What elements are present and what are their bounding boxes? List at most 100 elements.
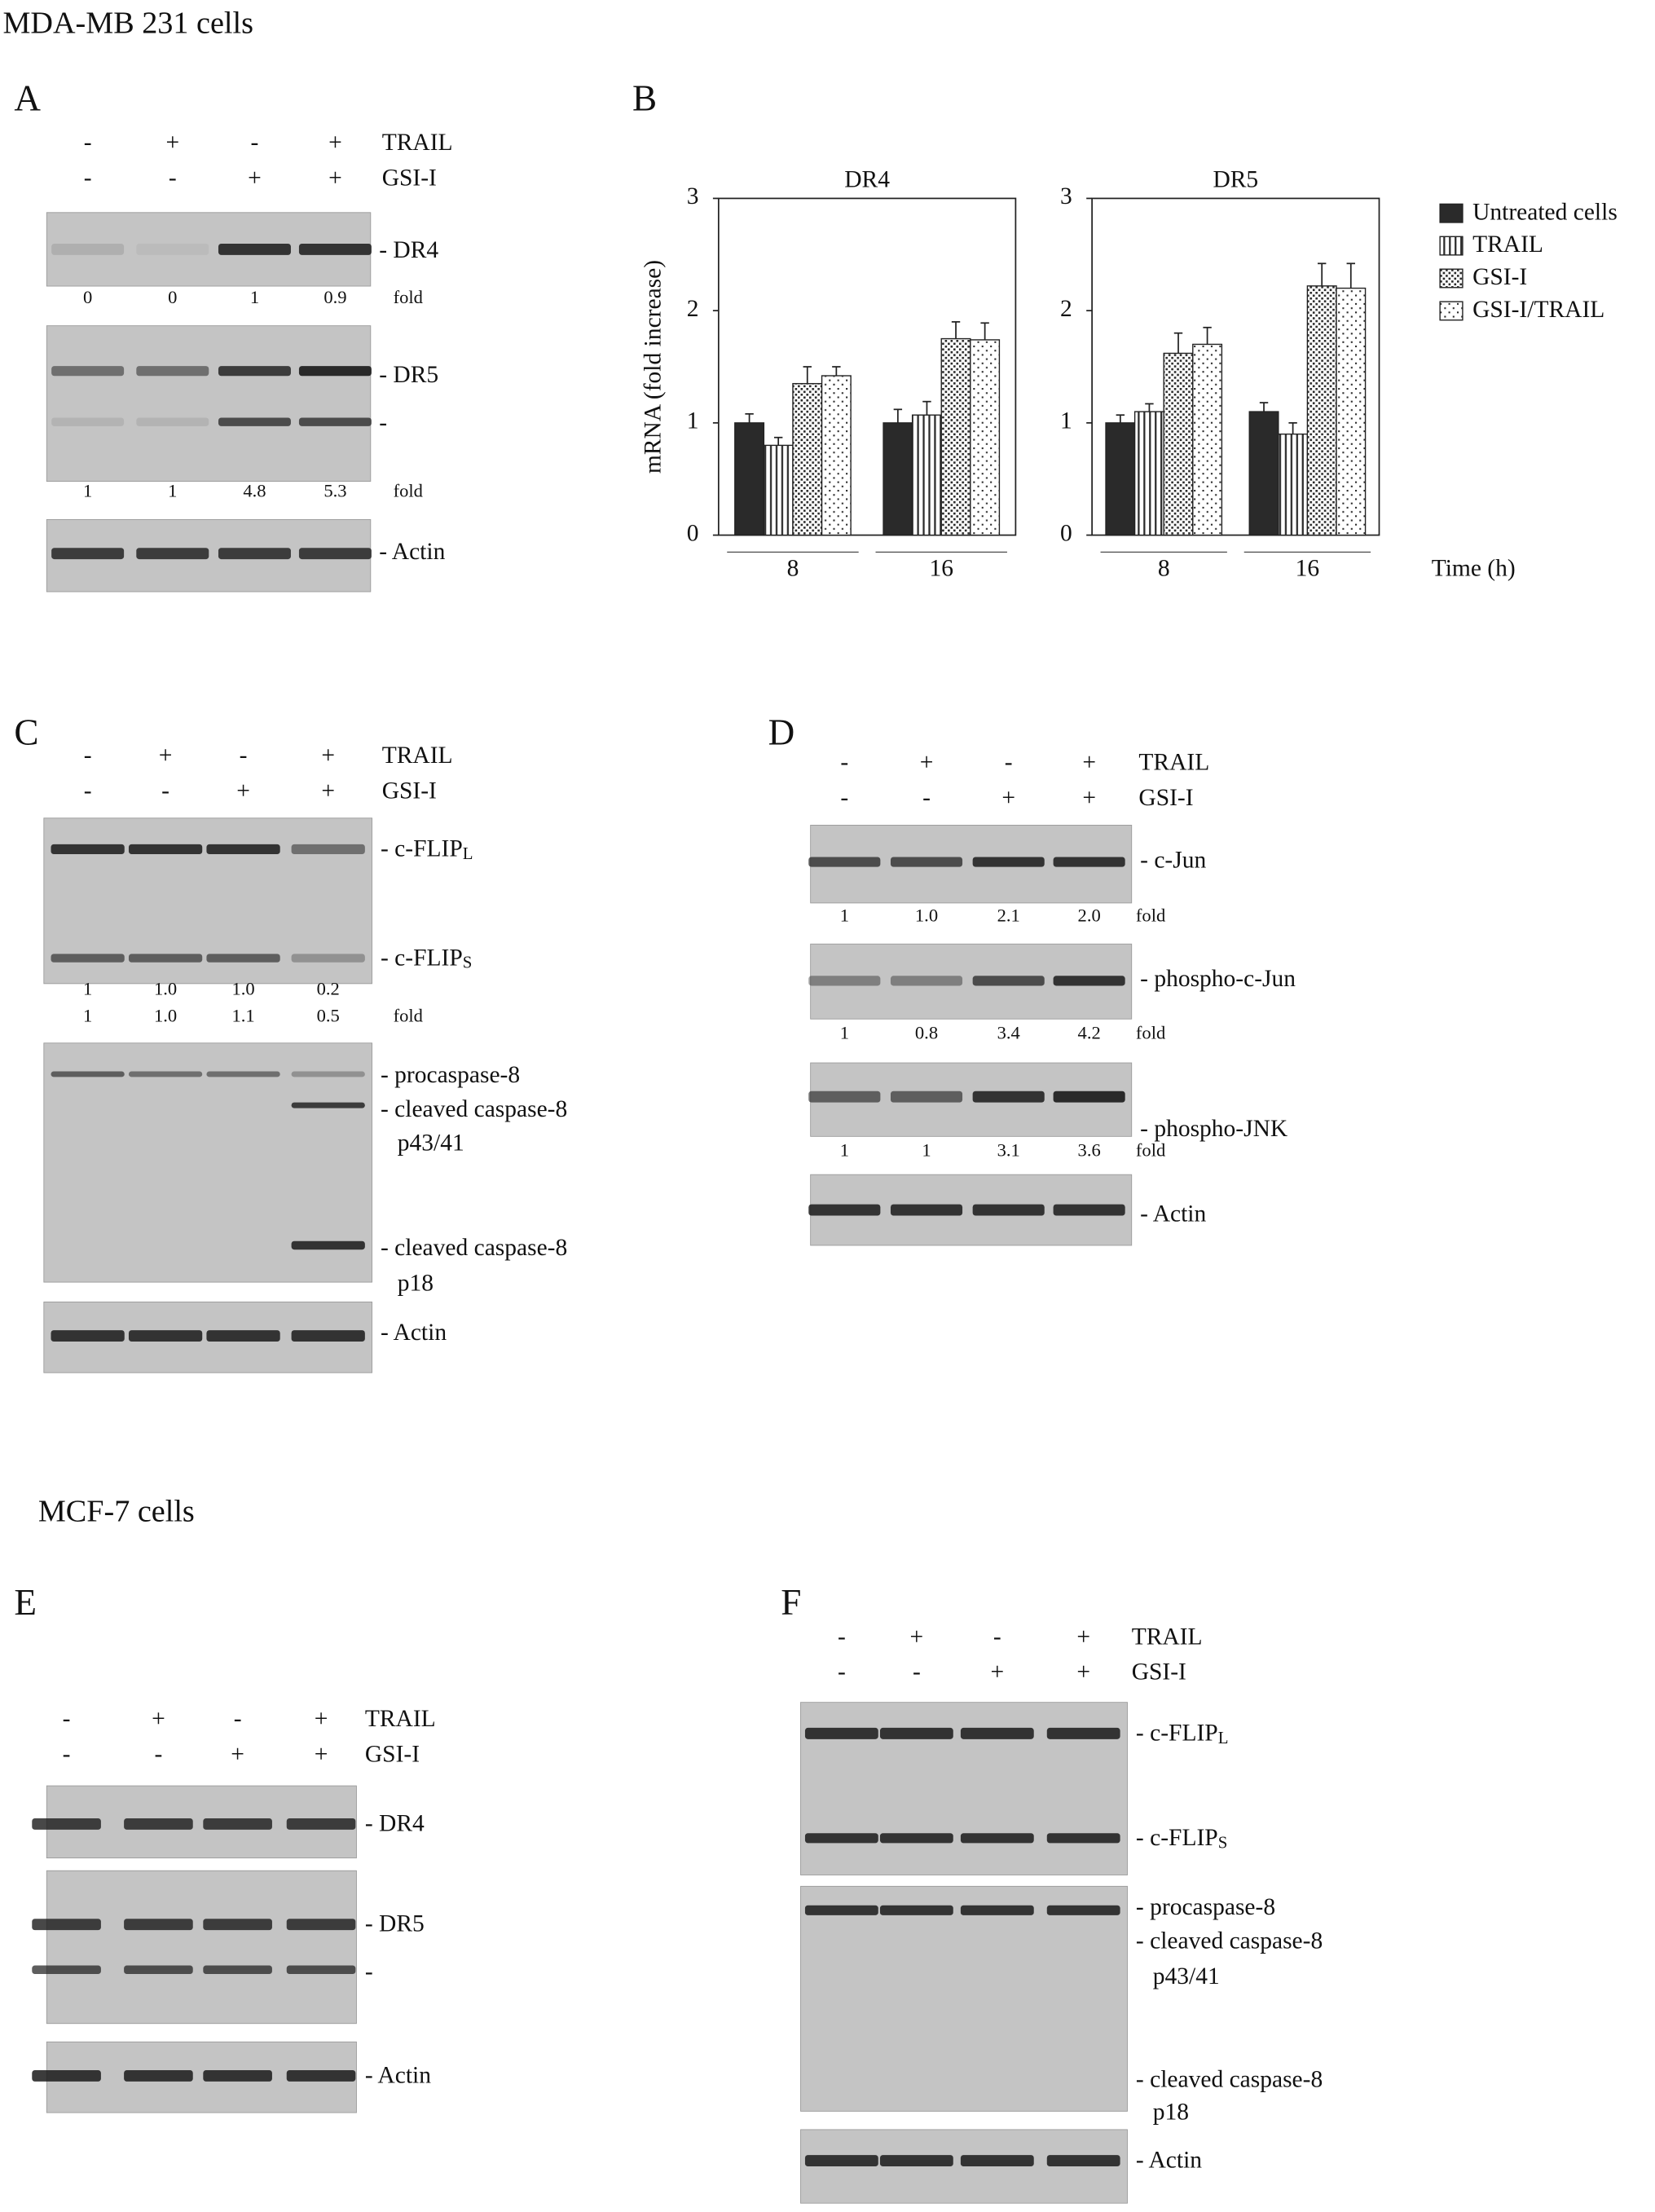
y-tick-label: 3 bbox=[687, 183, 699, 209]
treatment-sign: + bbox=[315, 1706, 328, 1732]
bar bbox=[1192, 343, 1223, 536]
treatment-sign: + bbox=[165, 130, 179, 156]
blot-label-sub: L bbox=[1218, 1728, 1229, 1747]
treatment-sign: + bbox=[990, 1659, 1004, 1685]
fold-value: 1 bbox=[250, 287, 259, 307]
band bbox=[51, 844, 125, 855]
treatment-sign: - bbox=[63, 1741, 71, 1767]
treatment-sign: - bbox=[84, 778, 92, 804]
treatment-sign: + bbox=[920, 750, 934, 776]
legend-swatch bbox=[1439, 236, 1464, 256]
band bbox=[203, 1919, 272, 1931]
y-tick-label: 3 bbox=[1060, 183, 1072, 209]
band bbox=[291, 954, 365, 963]
band bbox=[972, 1204, 1045, 1216]
band bbox=[298, 243, 372, 255]
bar bbox=[1278, 433, 1309, 536]
blot-label-text: - c-FLIP bbox=[1136, 1720, 1218, 1746]
treatment-sign: - bbox=[234, 1706, 242, 1732]
fold-value: 1 bbox=[840, 905, 849, 925]
band bbox=[808, 857, 881, 867]
blot-label-sub: L bbox=[463, 844, 473, 863]
band bbox=[291, 1330, 365, 1342]
legend-label: TRAIL bbox=[1472, 231, 1543, 258]
treatment-label: TRAIL bbox=[365, 1706, 436, 1732]
treatment-sign: + bbox=[248, 165, 262, 192]
band bbox=[291, 1071, 365, 1077]
bar bbox=[821, 375, 852, 536]
band bbox=[298, 548, 372, 560]
y-tick-label: 2 bbox=[1060, 296, 1072, 322]
treatment-sign: - bbox=[84, 742, 92, 769]
band bbox=[128, 1071, 203, 1077]
plot-frame bbox=[1091, 197, 1380, 536]
group-title: MDA-MB 231 cells bbox=[2, 6, 253, 40]
band bbox=[960, 1905, 1034, 1915]
blot-label: - phospho-JNK bbox=[1140, 1116, 1287, 1142]
band bbox=[1046, 1727, 1120, 1739]
band bbox=[804, 2155, 878, 2167]
band bbox=[128, 1330, 203, 1342]
treatment-label: TRAIL bbox=[382, 130, 453, 156]
blot bbox=[46, 1870, 357, 2025]
band bbox=[890, 1091, 963, 1103]
band bbox=[890, 976, 963, 986]
band bbox=[203, 1965, 272, 1974]
treatment-sign: + bbox=[1076, 1659, 1090, 1685]
band bbox=[890, 1204, 963, 1216]
band bbox=[960, 1833, 1034, 1844]
fold-value: 0.5 bbox=[317, 1006, 340, 1026]
fold-unit: fold bbox=[394, 287, 423, 307]
band bbox=[1053, 1091, 1125, 1103]
panel-letter: B bbox=[632, 78, 657, 119]
treatment-sign: + bbox=[328, 165, 342, 192]
treatment-sign: + bbox=[1001, 785, 1015, 811]
band bbox=[804, 1833, 878, 1844]
bar bbox=[792, 382, 823, 536]
band bbox=[298, 417, 372, 426]
band bbox=[808, 1091, 881, 1103]
band bbox=[206, 954, 280, 963]
chart-title: DR5 bbox=[1213, 166, 1258, 192]
legend-label: GSI-I bbox=[1472, 264, 1527, 290]
blot-label: - cleaved caspase-8 bbox=[381, 1096, 567, 1122]
x-tick-label: 8 bbox=[787, 556, 799, 582]
fold-value: 0 bbox=[83, 287, 92, 307]
blot-label: - DR4 bbox=[365, 1810, 425, 1836]
x-axis-label: Time (h) bbox=[1432, 556, 1516, 582]
panel-letter: F bbox=[781, 1582, 801, 1623]
treatment-sign: - bbox=[251, 130, 259, 156]
blot-label: - cleaved caspase-8 bbox=[1136, 2067, 1323, 2093]
blot-label: - bbox=[365, 1959, 373, 1985]
band bbox=[808, 1204, 881, 1216]
band bbox=[218, 243, 291, 255]
treatment-sign: + bbox=[315, 1741, 328, 1767]
fold-value: 1 bbox=[83, 1006, 92, 1026]
band bbox=[1046, 2155, 1120, 2167]
blot-label: - Actin bbox=[365, 2062, 431, 2088]
treatment-sign: + bbox=[1076, 1624, 1090, 1650]
treatment-label: TRAIL bbox=[1138, 750, 1209, 776]
blot-label: p43/41 bbox=[398, 1130, 464, 1157]
fold-unit: fold bbox=[1136, 1023, 1165, 1043]
treatment-sign: + bbox=[231, 1741, 244, 1767]
chart-title: DR4 bbox=[844, 166, 890, 192]
band bbox=[1053, 976, 1125, 986]
fold-unit: fold bbox=[1136, 1140, 1165, 1161]
treatment-sign: + bbox=[328, 130, 342, 156]
fold-unit: fold bbox=[1136, 905, 1165, 925]
legend-label: Untreated cells bbox=[1472, 199, 1618, 225]
band bbox=[32, 1919, 101, 1931]
plot-frame bbox=[717, 197, 1017, 536]
treatment-label: TRAIL bbox=[1132, 1624, 1203, 1650]
band bbox=[286, 1965, 356, 1974]
bar bbox=[911, 414, 942, 536]
blot-label: - DR5 bbox=[365, 1911, 425, 1937]
y-tick-label: 1 bbox=[687, 408, 699, 434]
band bbox=[1053, 857, 1125, 867]
band bbox=[136, 417, 209, 426]
treatment-sign: + bbox=[910, 1624, 924, 1650]
treatment-sign: - bbox=[838, 1624, 846, 1650]
band bbox=[206, 844, 280, 855]
